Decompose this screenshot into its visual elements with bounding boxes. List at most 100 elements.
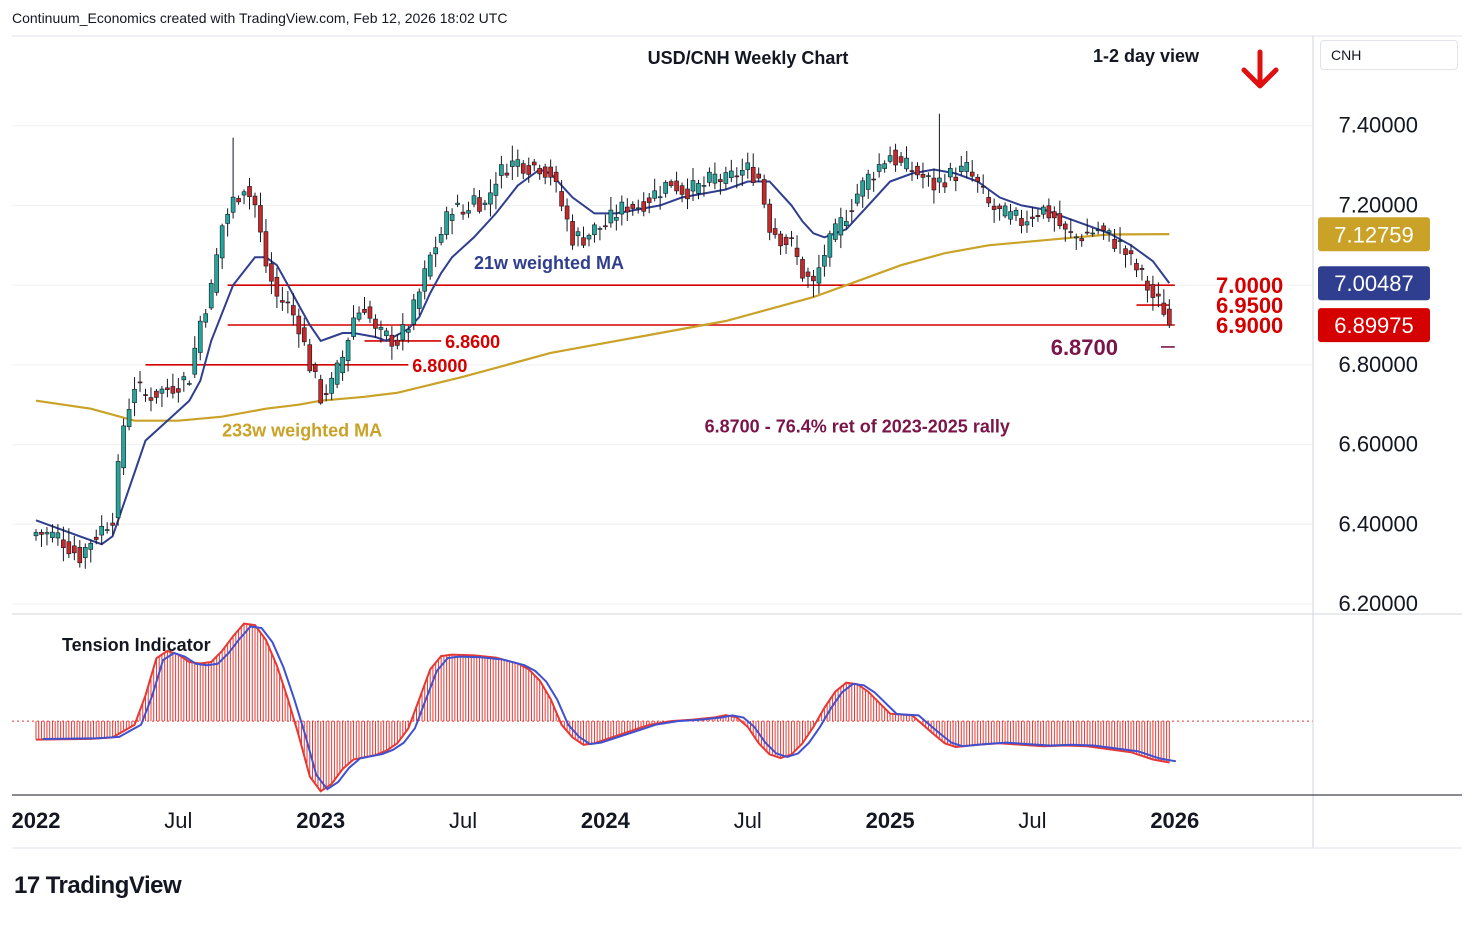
candle-body (236, 198, 241, 203)
candle-body (778, 233, 783, 247)
candle-body (82, 546, 88, 558)
candle (318, 374, 324, 405)
candle-body (520, 163, 526, 174)
candle-body (537, 168, 543, 175)
symbol-box[interactable]: CNH (1320, 40, 1458, 70)
candle (876, 153, 882, 178)
candle (592, 222, 597, 243)
candle (893, 143, 898, 172)
candle (707, 167, 712, 187)
candle-body (1106, 230, 1112, 233)
candle (646, 192, 652, 214)
candle (811, 269, 816, 298)
candle (236, 195, 241, 205)
candle-body (1112, 238, 1117, 249)
candle-body (564, 205, 570, 220)
symbol-label: CNH (1331, 47, 1362, 63)
candle-body (356, 312, 362, 320)
candle (433, 236, 438, 267)
price-badge: 7.12759 (1318, 217, 1430, 252)
candle (904, 146, 909, 172)
candle-body (1063, 223, 1068, 230)
candle-body (794, 247, 800, 257)
candle (603, 214, 608, 230)
candle-body (460, 211, 466, 215)
candle (263, 218, 269, 273)
candle (1134, 258, 1139, 278)
candle-body (187, 383, 192, 385)
candle-body (882, 163, 887, 169)
candle (663, 180, 668, 198)
candle (1095, 221, 1101, 235)
candle-body (635, 207, 641, 210)
candle-body (553, 171, 559, 182)
candle (657, 185, 663, 210)
candle-body (614, 217, 619, 221)
candle (953, 167, 959, 192)
candle-body (121, 425, 126, 469)
candle (471, 187, 477, 208)
candle-body (964, 162, 970, 172)
candle-body (104, 529, 110, 531)
candle (66, 528, 72, 559)
candle (827, 230, 833, 267)
candle-body (296, 315, 302, 335)
candle (898, 152, 904, 167)
candle-body (438, 234, 444, 243)
chart-frame (12, 35, 1462, 849)
candle (1145, 275, 1150, 303)
candle (148, 387, 154, 412)
candle-body (1068, 231, 1074, 233)
candle (466, 201, 471, 218)
candle-body (904, 157, 909, 170)
candle-body (1030, 216, 1035, 219)
candle-body (707, 171, 712, 183)
candle-body (1139, 268, 1145, 270)
candle (1117, 227, 1123, 254)
candle (389, 326, 395, 360)
candle-body (646, 197, 652, 203)
candle-body (575, 231, 581, 237)
candle (99, 515, 104, 545)
candle-body (258, 205, 263, 233)
candle (181, 371, 187, 392)
candle (849, 198, 855, 223)
candle (619, 195, 625, 226)
candle-body (471, 195, 477, 205)
candle-body (811, 275, 816, 282)
ma21-line (35, 168, 1171, 546)
candle-body (931, 177, 937, 191)
candle (948, 162, 953, 181)
candle-body (608, 209, 614, 224)
candle-body (800, 259, 805, 279)
candle (378, 320, 384, 343)
candle-body (241, 191, 247, 196)
candle-body (690, 180, 696, 192)
candle-body (115, 461, 121, 519)
candle-body (280, 300, 285, 303)
candle-body (50, 531, 55, 538)
candle-body (876, 164, 882, 172)
candle (745, 152, 751, 179)
candle (570, 214, 575, 250)
candle (493, 172, 499, 210)
candle-body (230, 196, 236, 213)
x-tick-label: Jul (1018, 808, 1046, 833)
candle-body (603, 225, 608, 228)
candle-body (865, 173, 871, 190)
candle-body (137, 381, 143, 384)
candle-body (373, 318, 378, 329)
candle (756, 167, 762, 182)
candle-body (247, 186, 252, 197)
candle-body (542, 166, 548, 178)
candle (734, 167, 740, 189)
price-grid (12, 125, 1313, 722)
candle-body (1117, 240, 1123, 242)
chart-annotation: 21w weighted MA (474, 253, 624, 273)
candle-body (745, 162, 751, 170)
tradingview-logo[interactable]: 17 TradingView (14, 872, 182, 900)
candle (920, 162, 926, 189)
candle (77, 540, 83, 568)
candle (110, 512, 115, 536)
